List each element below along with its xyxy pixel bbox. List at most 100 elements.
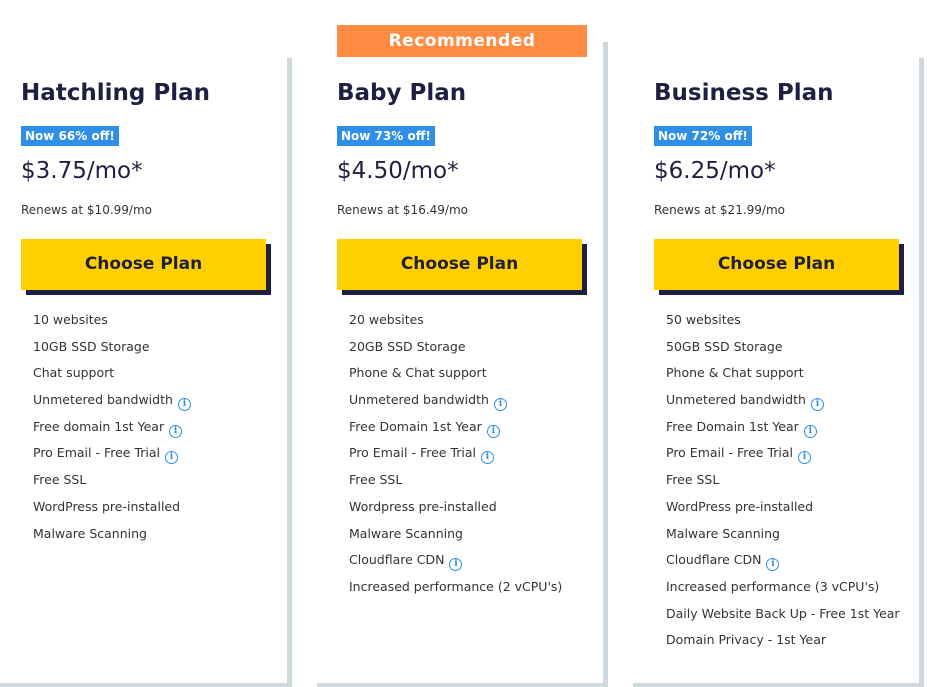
feature-item: Phone & Chat support	[666, 364, 900, 391]
feature-item: 10GB SSD Storage	[33, 338, 191, 365]
feature-text: Free SSL	[349, 472, 403, 488]
card-border	[919, 58, 924, 687]
feature-list: 10 websites 10GB SSD Storage Chat support U…	[33, 311, 191, 551]
feature-text: 20 websites	[349, 312, 424, 327]
choose-plan-button[interactable]: Choose Plan	[21, 239, 266, 290]
info-icon[interactable]: i	[766, 558, 780, 572]
feature-text: Cloudflare CDN	[349, 552, 445, 568]
info-icon[interactable]: i	[164, 451, 178, 465]
feature-text: Unmetered bandwidth	[33, 392, 173, 408]
feature-item: Pro Email - Free Trial i	[33, 444, 191, 471]
feature-item: Cloudflare CDN i	[666, 551, 900, 578]
feature-text: Pro Email - Free Trial	[33, 445, 160, 461]
info-icon[interactable]: i	[803, 424, 817, 438]
feature-text: Malware Scanning	[33, 525, 147, 541]
feature-item: Domain Privacy - 1st Year	[666, 631, 900, 658]
feature-text: Chat support	[33, 365, 115, 381]
feature-text: Increased performance (2 vCPU's)	[349, 578, 563, 594]
feature-text: 10 websites	[33, 312, 108, 327]
recommended-banner: Recommended	[337, 25, 587, 57]
feature-item: Free Domain 1st Year i	[349, 418, 562, 445]
plan-price: $6.25/mo*	[654, 158, 776, 184]
card-border	[287, 58, 292, 687]
feature-text: Free Domain 1st Year	[349, 418, 482, 434]
feature-item: Pro Email - Free Trial i	[349, 444, 562, 471]
info-icon[interactable]: i	[169, 424, 183, 438]
feature-text: Wordpress pre-installed	[349, 498, 497, 514]
feature-text: Malware Scanning	[349, 525, 463, 541]
feature-item: Free Domain 1st Year i	[666, 418, 900, 445]
feature-text: Cloudflare CDN	[666, 552, 762, 568]
feature-list: 20 websites 20GB SSD Storage Phone & Chat …	[349, 311, 562, 605]
card-border	[633, 683, 924, 687]
info-icon[interactable]: i	[486, 424, 500, 438]
feature-item: 50 websites	[666, 311, 900, 338]
feature-text: Pro Email - Free Trial	[349, 445, 476, 461]
feature-item: Malware Scanning	[349, 525, 562, 552]
feature-item: 20GB SSD Storage	[349, 338, 562, 365]
feature-text: 20GB SSD Storage	[349, 338, 466, 354]
feature-item: Malware Scanning	[666, 525, 900, 552]
card-border	[317, 683, 608, 687]
plan-price: $3.75/mo*	[21, 158, 143, 184]
feature-item: Increased performance (2 vCPU's)	[349, 578, 562, 605]
discount-badge: Now 66% off!	[21, 126, 119, 146]
plan-title: Business Plan	[654, 80, 834, 106]
feature-text: WordPress pre-installed	[666, 498, 814, 514]
discount-badge: Now 73% off!	[337, 126, 435, 146]
feature-item: Free domain 1st Year i	[33, 418, 191, 445]
feature-item: WordPress pre-installed	[666, 498, 900, 525]
feature-text: Pro Email - Free Trial	[666, 445, 793, 461]
feature-item: Increased performance (3 vCPU's)	[666, 578, 900, 605]
feature-text: Phone & Chat support	[666, 365, 804, 381]
feature-text: Domain Privacy - 1st Year	[666, 632, 826, 648]
feature-item: WordPress pre-installed	[33, 498, 191, 525]
feature-item: Daily Website Back Up - Free 1st Year	[666, 605, 900, 632]
feature-item: Unmetered bandwidth i	[666, 391, 900, 418]
feature-item: 10 websites	[33, 311, 191, 338]
feature-item: Wordpress pre-installed	[349, 498, 562, 525]
feature-item: Free SSL	[33, 471, 191, 498]
feature-item: Malware Scanning	[33, 525, 191, 552]
card-border	[603, 42, 608, 687]
discount-badge: Now 72% off!	[654, 126, 752, 146]
feature-item: Cloudflare CDN i	[349, 551, 562, 578]
feature-text: 50GB SSD Storage	[666, 338, 783, 354]
feature-text: Free Domain 1st Year	[666, 418, 799, 434]
feature-text: Phone & Chat support	[349, 365, 487, 381]
feature-item: Free SSL	[666, 471, 900, 498]
feature-item: Unmetered bandwidth i	[33, 391, 191, 418]
feature-text: Unmetered bandwidth	[666, 392, 806, 408]
plan-price: $4.50/mo*	[337, 158, 459, 184]
info-icon[interactable]: i	[797, 451, 811, 465]
choose-plan-button[interactable]: Choose Plan	[654, 239, 899, 290]
feature-item: 20 websites	[349, 311, 562, 338]
info-icon[interactable]: i	[177, 398, 191, 412]
plan-title: Hatchling Plan	[21, 80, 211, 106]
feature-item: Free SSL	[349, 471, 562, 498]
feature-item: Unmetered bandwidth i	[349, 391, 562, 418]
feature-item: 50GB SSD Storage	[666, 338, 900, 365]
feature-text: Unmetered bandwidth	[349, 392, 489, 408]
feature-text: Increased performance (3 vCPU's)	[666, 578, 880, 594]
info-icon[interactable]: i	[493, 398, 507, 412]
info-icon[interactable]: i	[449, 558, 463, 572]
plan-title: Baby Plan	[337, 80, 467, 106]
feature-text: WordPress pre-installed	[33, 498, 181, 514]
feature-text: Daily Website Back Up - Free 1st Year	[666, 605, 900, 621]
card-border	[0, 683, 292, 687]
renewal-price: Renews at $21.99/mo	[654, 203, 785, 217]
feature-text: Free SSL	[666, 472, 720, 488]
feature-text: Malware Scanning	[666, 525, 780, 541]
choose-plan-button[interactable]: Choose Plan	[337, 239, 582, 290]
feature-item: Pro Email - Free Trial i	[666, 444, 900, 471]
feature-item: Phone & Chat support	[349, 364, 562, 391]
info-icon[interactable]: i	[480, 451, 494, 465]
feature-item: Chat support	[33, 364, 191, 391]
renewal-price: Renews at $16.49/mo	[337, 203, 468, 217]
feature-text: Free domain 1st Year	[33, 418, 165, 434]
renewal-price: Renews at $10.99/mo	[21, 203, 152, 217]
info-icon[interactable]: i	[810, 398, 824, 412]
feature-text: 50 websites	[666, 312, 741, 327]
feature-list: 50 websites 50GB SSD Storage Phone & Chat …	[666, 311, 900, 658]
